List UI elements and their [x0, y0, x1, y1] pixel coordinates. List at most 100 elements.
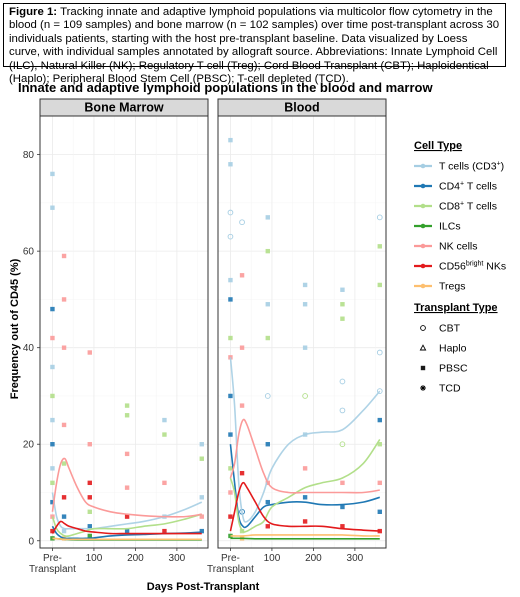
data-point	[265, 302, 270, 307]
legend-item-cd56: CD56bright NKs	[414, 261, 506, 273]
data-point	[376, 214, 383, 221]
data-point	[87, 533, 92, 539]
legend-item-treg: Tregs	[414, 281, 465, 293]
x-tick-label: 300	[169, 553, 186, 564]
data-point	[162, 432, 167, 437]
data-point	[302, 466, 308, 471]
data-point	[228, 277, 233, 283]
loess-line-cd56	[229, 481, 380, 532]
legend-dot	[420, 283, 426, 289]
data-point	[124, 485, 130, 490]
y-tick-label: 40	[23, 343, 35, 354]
facet-bone-marrow: Bone Marrow Pre-Transplant 100 200 300 0 20 40 6…	[23, 98, 209, 575]
y-tick-label: 60	[23, 247, 35, 258]
legend-label: CD8+ T cells	[439, 201, 497, 213]
legend-label: PBSC	[439, 363, 468, 375]
legend: Cell Type T cells (CD3+) CD4+ T cells CD8+ …	[414, 140, 506, 395]
x-tick-label: 100	[86, 553, 103, 564]
x-tick-label: Pre-Transplant	[29, 553, 76, 575]
legend-label: CD4+ T cells	[439, 181, 497, 193]
data-point	[228, 490, 233, 495]
legend-label: T cells (CD3+)	[439, 161, 504, 173]
data-point	[124, 528, 130, 534]
data-point	[50, 480, 55, 486]
data-point	[377, 509, 382, 514]
data-point	[239, 470, 245, 476]
legend-dot	[420, 263, 426, 269]
legend-label: Haplo	[439, 343, 467, 355]
data-point	[239, 403, 245, 408]
data-point	[239, 345, 245, 350]
data-point	[61, 528, 67, 534]
data-point	[340, 287, 345, 292]
data-point	[302, 495, 308, 500]
data-point	[50, 499, 55, 505]
data-point	[264, 393, 271, 399]
loess-line-t	[229, 357, 381, 523]
y-tick-label: 80	[23, 150, 35, 161]
legend-item-pbsc: PBSC	[420, 363, 468, 375]
data-point	[239, 219, 245, 226]
loess-line-nk	[229, 418, 380, 494]
data-point	[340, 316, 345, 321]
facet-strip-label: Bone Marrow	[84, 101, 163, 115]
panel-border	[217, 115, 387, 549]
data-point	[50, 393, 55, 399]
data-point	[124, 451, 130, 457]
panel-border	[39, 115, 209, 549]
data-point	[124, 514, 130, 519]
y-tick-label: 0	[28, 536, 34, 547]
data-point	[50, 442, 55, 447]
data-point	[50, 466, 55, 471]
legend-dot	[420, 243, 426, 249]
legend-dot	[420, 203, 426, 209]
data-point	[87, 524, 92, 529]
x-tick-label: 200	[305, 553, 322, 564]
y-axis-title: Frequency out of CD45 (%)	[9, 258, 21, 399]
data-point	[302, 282, 308, 288]
data-point	[420, 325, 426, 331]
legend-label: CD56bright NKs	[439, 261, 506, 273]
data-point	[302, 345, 308, 350]
data-point	[199, 495, 204, 500]
data-point	[420, 365, 426, 371]
panel-background	[40, 116, 208, 548]
caption-label: Figure 1:	[9, 6, 58, 18]
data-point	[227, 209, 234, 216]
data-point	[377, 282, 382, 288]
legend-title-transplant-type: Transplant Type	[414, 302, 498, 314]
x-tick-label: 200	[127, 553, 144, 564]
data-point	[61, 345, 67, 350]
data-point	[228, 393, 233, 399]
data-point	[340, 302, 345, 307]
loess-line-cd8	[229, 438, 381, 533]
legend-dot	[420, 223, 426, 229]
lymphoid-chart: Innate and adaptive lymphoid populations…	[9, 80, 506, 593]
panel-background	[218, 116, 386, 548]
data-point	[228, 514, 233, 519]
data-point	[228, 297, 233, 302]
data-point	[50, 205, 55, 210]
legend-item-haplo: Haplo	[419, 343, 467, 355]
caption-text: Tracking innate and adaptive lymphoid po…	[9, 6, 500, 86]
facet-strip-label: Blood	[284, 101, 319, 115]
data-point	[376, 349, 383, 356]
chart-title: Innate and adaptive lymphoid populations…	[18, 80, 433, 95]
data-point	[50, 417, 55, 423]
data-point	[302, 393, 308, 399]
legend-label: TCD	[439, 383, 461, 395]
loess-line-cd56	[51, 520, 202, 535]
data-point	[339, 378, 346, 385]
data-point	[377, 244, 382, 249]
y-tick-label: 20	[23, 440, 35, 451]
loess-line-ilc	[230, 537, 380, 540]
data-point	[265, 524, 270, 529]
legend-item-t: T cells (CD3+)	[414, 161, 504, 173]
data-point	[162, 528, 167, 534]
data-point	[340, 504, 345, 510]
legend-item-ilc: ILCs	[414, 221, 461, 233]
legend-label: ILCs	[439, 221, 461, 233]
data-point	[228, 466, 233, 471]
facet-blood: Blood Pre-Transplant 100 200 300	[207, 98, 387, 575]
legend-title-cell-type: Cell Type	[414, 140, 462, 152]
